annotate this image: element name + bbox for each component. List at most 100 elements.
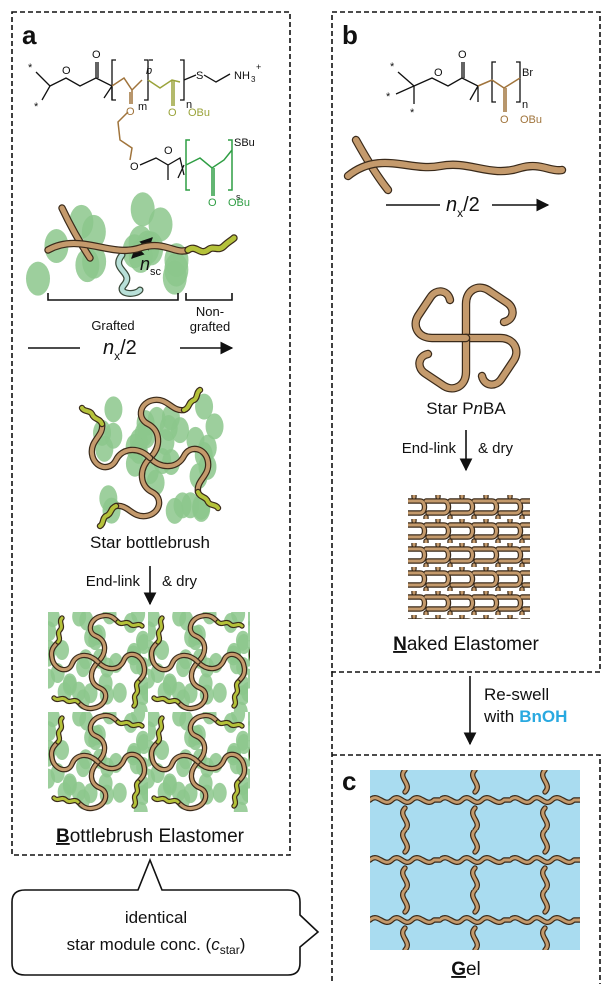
structure-label: + (256, 62, 261, 72)
callout-line1: identical (125, 908, 187, 927)
structure-label: O (164, 145, 173, 157)
structure-label: 3 (251, 75, 256, 84)
structure-label: O (500, 114, 509, 126)
product-rest: ottlebrush Elastomer (70, 826, 245, 847)
product-label: Bottlebrush Elastomer (56, 826, 245, 847)
structure-label: * (410, 107, 415, 119)
chain-core (89, 422, 152, 470)
star-post: BA (483, 399, 506, 418)
length-base: n (446, 194, 457, 216)
chain (58, 204, 94, 262)
chain-core (138, 397, 186, 460)
star-bottlebrush (78, 386, 224, 530)
structure-a: * * O O b m n S NH 3 + O O OBu O O SBu s… (28, 49, 261, 209)
chain-core (185, 235, 237, 255)
grafted: Grafted (91, 318, 134, 333)
callout-var: c (211, 935, 220, 954)
chain-outline (411, 287, 471, 343)
chain-core (416, 335, 469, 392)
structure-label: OBu (520, 114, 542, 126)
panel-a-box (11, 11, 291, 856)
panel-label: a (22, 20, 37, 50)
length-base: n (103, 337, 114, 359)
gel-network (370, 770, 580, 950)
length-sub: x (457, 206, 463, 220)
reswell-with: with (483, 707, 514, 726)
chain (112, 454, 163, 520)
structure-label: n (186, 99, 192, 111)
side-chain-blob (26, 261, 51, 296)
side-chain-blob (95, 435, 114, 462)
panel-label: b (342, 20, 358, 50)
chain-core (80, 406, 104, 426)
non-grafted: Non- (196, 304, 224, 319)
chain (78, 404, 106, 428)
chain (137, 396, 188, 462)
chain-core (98, 504, 118, 528)
structure-label: NH (234, 70, 250, 82)
chain (180, 386, 204, 414)
structure-label: O (458, 49, 467, 61)
chain (184, 234, 238, 256)
n-sc: nsc (140, 254, 162, 278)
product-rest: aked Elastomer (407, 634, 540, 655)
chain (44, 239, 192, 255)
structure-label: * (34, 101, 39, 113)
illustrations (26, 135, 567, 530)
chain (88, 420, 154, 471)
chain-outline (415, 333, 471, 393)
structure-label: O (434, 67, 443, 79)
star-italic: n (474, 399, 483, 418)
step-right: & dry (478, 440, 514, 457)
step-left: End-link (86, 573, 141, 590)
side-chain-blob (130, 192, 155, 227)
solvent: BnOH (519, 707, 567, 726)
step-right: & dry (162, 573, 198, 590)
bottlebrush-network (48, 612, 250, 812)
chain (343, 158, 567, 181)
structure-label: O (168, 107, 177, 119)
structure-label: O (62, 65, 71, 77)
structure-label: b (146, 65, 152, 77)
chain (146, 445, 212, 496)
structure-label: Br (522, 67, 533, 79)
structure-label: O (208, 197, 217, 209)
chain (461, 283, 517, 343)
structure-label: s (236, 192, 241, 202)
structure-label: OBu (188, 107, 210, 119)
structure-label: * (390, 61, 395, 73)
chain-core (345, 160, 565, 179)
callout-sub: star (220, 943, 240, 957)
chain-core (114, 456, 162, 519)
length-rest: /2 (120, 337, 137, 359)
product-initial: G (451, 959, 466, 980)
chain (461, 333, 521, 389)
chain-core (182, 388, 202, 412)
side-chain-blob (148, 207, 173, 242)
naked-network (408, 495, 530, 619)
chain-outline (461, 283, 517, 343)
length-sub: x (114, 349, 120, 363)
side-chain (116, 252, 143, 296)
side-chain-blob (162, 260, 187, 295)
side-chain-blob (156, 429, 175, 456)
chain-core (463, 284, 516, 341)
step-left: End-link (402, 440, 457, 457)
chain-core (59, 205, 93, 261)
structure-label: * (386, 91, 391, 103)
callout-bubble (11, 857, 320, 976)
star-label: Star bottlebrush (90, 533, 210, 552)
side-chain-blob (195, 393, 214, 420)
callout-close: ) (240, 935, 246, 954)
panel-label: c (342, 766, 356, 796)
structure-label: O (126, 106, 135, 118)
brackets (47, 293, 233, 301)
non-grafted: grafted (190, 319, 230, 334)
product-label: Gel (451, 959, 481, 980)
product-initial: N (393, 634, 407, 655)
side-chain-blob (165, 497, 184, 524)
n-sc-base: n (140, 254, 150, 274)
side-chain-blob (205, 413, 224, 440)
chain (415, 333, 471, 393)
structure-label: S (196, 70, 203, 82)
